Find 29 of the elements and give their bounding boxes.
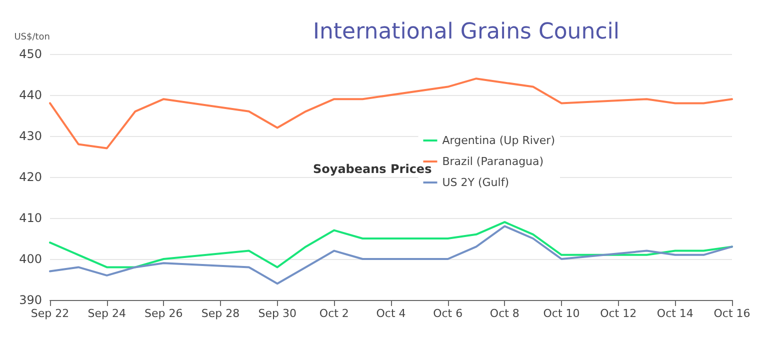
x-tick-label: Oct 16 bbox=[714, 307, 750, 320]
x-tick-label: Oct 2 bbox=[319, 307, 349, 320]
y-tick-label: 430 bbox=[19, 129, 42, 143]
legend-label: Brazil (Paranagua) bbox=[442, 155, 544, 168]
text: Soyabeans Prices bbox=[313, 162, 432, 176]
y-tick-label: 440 bbox=[19, 88, 42, 102]
y-tick-label: 390 bbox=[19, 293, 42, 307]
x-tick-label: Sep 30 bbox=[258, 307, 296, 320]
y-tick-label: 400 bbox=[19, 252, 42, 266]
x-tick-label: Sep 26 bbox=[144, 307, 183, 320]
line-series bbox=[49, 225, 733, 285]
x-tick-label: Oct 8 bbox=[490, 307, 520, 320]
x-tick-label: Oct 14 bbox=[656, 307, 694, 320]
y-tick-label: 450 bbox=[19, 47, 42, 61]
x-tick-label: Sep 28 bbox=[201, 307, 240, 320]
x-tick-label: Oct 6 bbox=[433, 307, 463, 320]
x-tick-label: Oct 10 bbox=[543, 307, 580, 320]
legend-label: Argentina (Up River) bbox=[442, 134, 556, 147]
line-series bbox=[49, 78, 733, 150]
y-axis-title: US$/ton bbox=[14, 32, 50, 42]
x-tick-label: Oct 12 bbox=[600, 307, 637, 320]
y-tick-label: 420 bbox=[19, 170, 42, 184]
x-tick-label: Sep 24 bbox=[88, 307, 126, 320]
text: International Grains Council bbox=[313, 20, 620, 44]
legend-label: US 2Y (Gulf) bbox=[442, 176, 509, 189]
x-tick-label: Sep 22 bbox=[30, 307, 70, 320]
y-tick-label: 410 bbox=[19, 211, 42, 225]
line-series bbox=[49, 221, 733, 268]
x-tick-label: Oct 4 bbox=[376, 307, 406, 320]
